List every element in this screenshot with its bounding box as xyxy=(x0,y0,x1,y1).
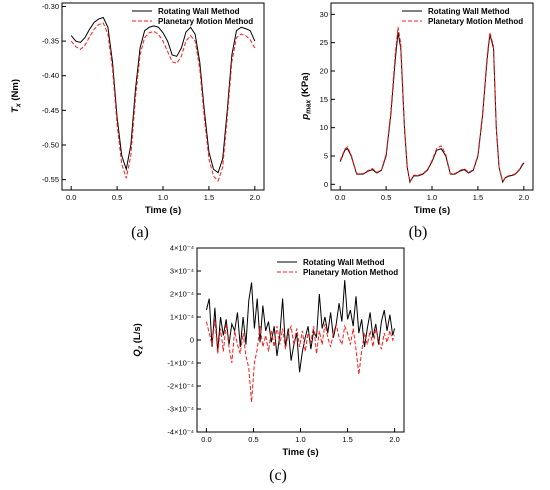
y-tick-label: -0.45 xyxy=(42,106,59,115)
y-tick-label: -1×10⁻⁴ xyxy=(167,359,194,368)
y-axis-unit: (KPa) xyxy=(300,72,311,99)
y-axis-unit: (Nm) xyxy=(10,79,21,103)
y-tick-label: 4×10⁻⁴ xyxy=(170,244,194,253)
y-tick-label: 20 xyxy=(320,67,328,76)
x-tick-label: 1.0 xyxy=(427,193,437,202)
x-tick-label: 0.5 xyxy=(381,193,391,202)
y-tick-label: 10 xyxy=(320,123,328,132)
x-tick-label: 0.0 xyxy=(201,435,211,444)
x-tick-label: 2.0 xyxy=(250,193,260,202)
y-tick-label: -0.35 xyxy=(42,37,59,46)
legend-label: Rotating Wall Method xyxy=(303,258,385,267)
series-line-rotating-wall xyxy=(70,16,256,174)
y-tick-label: 30 xyxy=(320,10,328,19)
y-axis-symbol: T xyxy=(10,106,21,113)
series-line-rotating-wall xyxy=(205,280,396,373)
chart-panel-2: 0.0 0.5 1.0 1.5 2.0 4×10⁻⁴ 3×10⁻⁴ 2×10⁻⁴ 1×10⁻⁴ 0… xyxy=(132,244,405,484)
y-tick-label: -0.55 xyxy=(42,175,59,184)
y-tick-label: 15 xyxy=(320,95,328,104)
x-tick-label: 1.5 xyxy=(342,435,352,444)
x-tick-label: 1.5 xyxy=(204,193,214,202)
y-axis-symbol: p xyxy=(300,114,311,121)
x-axis-label: Time (s) xyxy=(414,205,450,216)
x-tick-label: 0.5 xyxy=(112,193,122,202)
legend-label: Planetary Motion Method xyxy=(428,17,523,26)
y-axis-label: pmax (KPa) xyxy=(300,72,313,120)
legend-label: Planetary Motion Method xyxy=(158,17,253,26)
chart-panel-1: 0.0 0.5 1.0 1.5 2.0 0 5 10 15 20 25 30 Time (s) pmax … xyxy=(300,2,534,241)
y-axis-subscript: max xyxy=(306,99,313,114)
series-line-planetary-motion xyxy=(70,22,256,182)
y-tick-label: -0.40 xyxy=(42,71,59,80)
legend-label: Planetary Motion Method xyxy=(303,268,398,277)
y-axis-label: Tx (Nm) xyxy=(10,79,23,113)
x-tick-label: 2.0 xyxy=(519,193,529,202)
plot-frame xyxy=(61,2,265,191)
y-axis-symbol: Q xyxy=(132,349,143,357)
x-axis-label: Time (s) xyxy=(145,205,181,216)
x-tick-label: 1.5 xyxy=(473,193,483,202)
panel-label: (b) xyxy=(409,224,428,241)
x-tick-label: 0.0 xyxy=(66,193,76,202)
y-axis-subscript: x xyxy=(16,102,23,108)
y-axis-unit: (L/s) xyxy=(132,323,143,346)
y-tick-label: -3×10⁻⁴ xyxy=(167,405,194,414)
series-line-planetary-motion xyxy=(205,319,396,403)
y-tick-label: 1×10⁻⁴ xyxy=(170,313,194,322)
x-tick-label: 2.0 xyxy=(389,435,399,444)
x-tick-label: 1.0 xyxy=(158,193,168,202)
x-tick-label: 1.0 xyxy=(295,435,305,444)
y-axis-label: Qz (L/s) xyxy=(132,323,145,357)
x-axis-label: Time (s) xyxy=(282,447,318,458)
chart-panel-0: 0.0 0.5 1.0 1.5 2.0 -0.30 -0.35 -0.40 -0.45 -0.50… xyxy=(10,2,265,241)
x-tick-label: 0.5 xyxy=(248,435,258,444)
y-tick-label: 0 xyxy=(190,336,194,345)
legend-label: Rotating Wall Method xyxy=(158,7,240,16)
y-tick-label: -0.50 xyxy=(42,140,59,149)
y-tick-label: 3×10⁻⁴ xyxy=(170,267,194,276)
panel-label: (a) xyxy=(131,224,149,241)
y-tick-label: -4×10⁻⁴ xyxy=(167,428,194,437)
legend-label: Rotating Wall Method xyxy=(428,7,510,16)
series-line-planetary-motion xyxy=(339,26,525,183)
y-axis-subscript: z xyxy=(138,345,145,350)
panel-label: (c) xyxy=(269,467,287,484)
x-tick-label: 0.0 xyxy=(335,193,345,202)
y-tick-label: 0 xyxy=(324,180,328,189)
y-tick-label: -2×10⁻⁴ xyxy=(167,382,194,391)
y-tick-label: 2×10⁻⁴ xyxy=(170,290,194,299)
y-tick-label: 5 xyxy=(324,152,328,161)
y-tick-label: 25 xyxy=(320,38,328,47)
y-tick-label: -0.30 xyxy=(42,2,59,11)
